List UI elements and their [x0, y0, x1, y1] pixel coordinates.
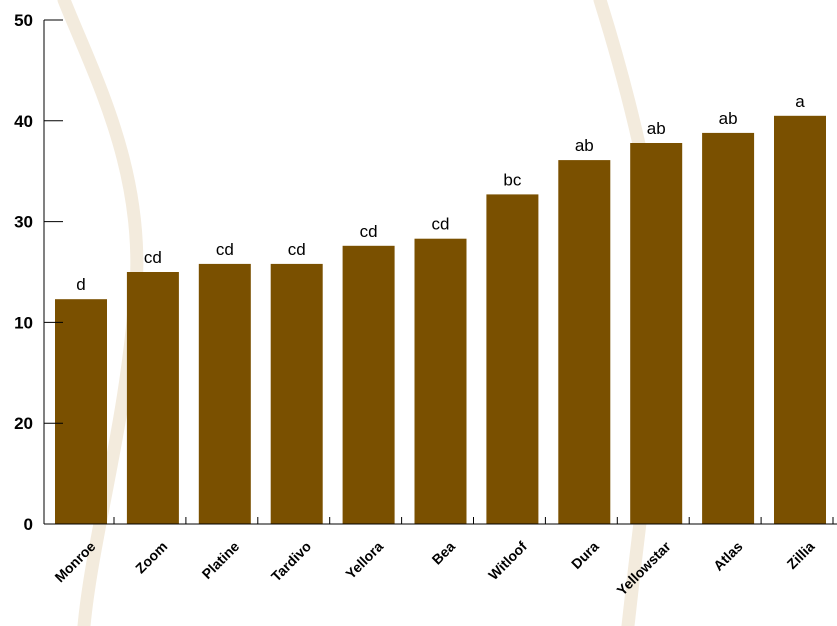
bar-witloof — [486, 194, 538, 524]
category-label-atlas: Atlas — [710, 538, 746, 574]
category-label-yellora: Yellora — [342, 538, 386, 582]
data-label-yellowstar: ab — [647, 119, 666, 138]
data-label-zoom: cd — [144, 248, 162, 267]
category-label-platine: Platine — [199, 538, 243, 582]
category-label-witloof: Witloof — [485, 538, 530, 583]
bar-yellowstar — [630, 143, 682, 524]
category-label-zoom: Zoom — [132, 538, 170, 576]
y-tick-label: 20 — [14, 414, 33, 433]
data-label-witloof: bc — [503, 170, 521, 189]
category-label-zillia: Zillia — [784, 538, 818, 572]
bar-tardivo — [271, 264, 323, 524]
category-label-tardivo: Tardivo — [268, 538, 314, 584]
data-label-bea: cd — [432, 215, 450, 234]
bars-group — [55, 116, 826, 524]
data-label-atlas: ab — [719, 109, 738, 128]
y-tick-label: 10 — [14, 313, 33, 332]
data-label-zillia: a — [795, 92, 805, 111]
bar-platine — [199, 264, 251, 524]
bar-zillia — [774, 116, 826, 524]
y-tick-label: 50 — [14, 11, 33, 30]
data-label-platine: cd — [216, 240, 234, 259]
bar-dura — [558, 160, 610, 524]
data-label-yellora: cd — [360, 222, 378, 241]
y-tick-label: 40 — [14, 112, 33, 131]
data-label-tardivo: cd — [288, 240, 306, 259]
bar-yellora — [343, 246, 395, 524]
bar-monroe — [55, 299, 107, 524]
bar-bea — [415, 239, 467, 524]
category-label-yellowstar: Yellowstar — [613, 538, 674, 599]
category-label-dura: Dura — [568, 538, 602, 572]
category-labels-group: Monroe Zoom Platine Tardivo Yellora Bea Witloo… — [51, 538, 817, 599]
category-label-bea: Bea — [429, 538, 459, 568]
bar-atlas — [702, 133, 754, 524]
y-tick-label: 30 — [14, 213, 33, 232]
data-label-dura: ab — [575, 136, 594, 155]
y-tick-label: 0 — [24, 515, 33, 534]
data-label-monroe: d — [76, 275, 85, 294]
bar-zoom — [127, 272, 179, 524]
